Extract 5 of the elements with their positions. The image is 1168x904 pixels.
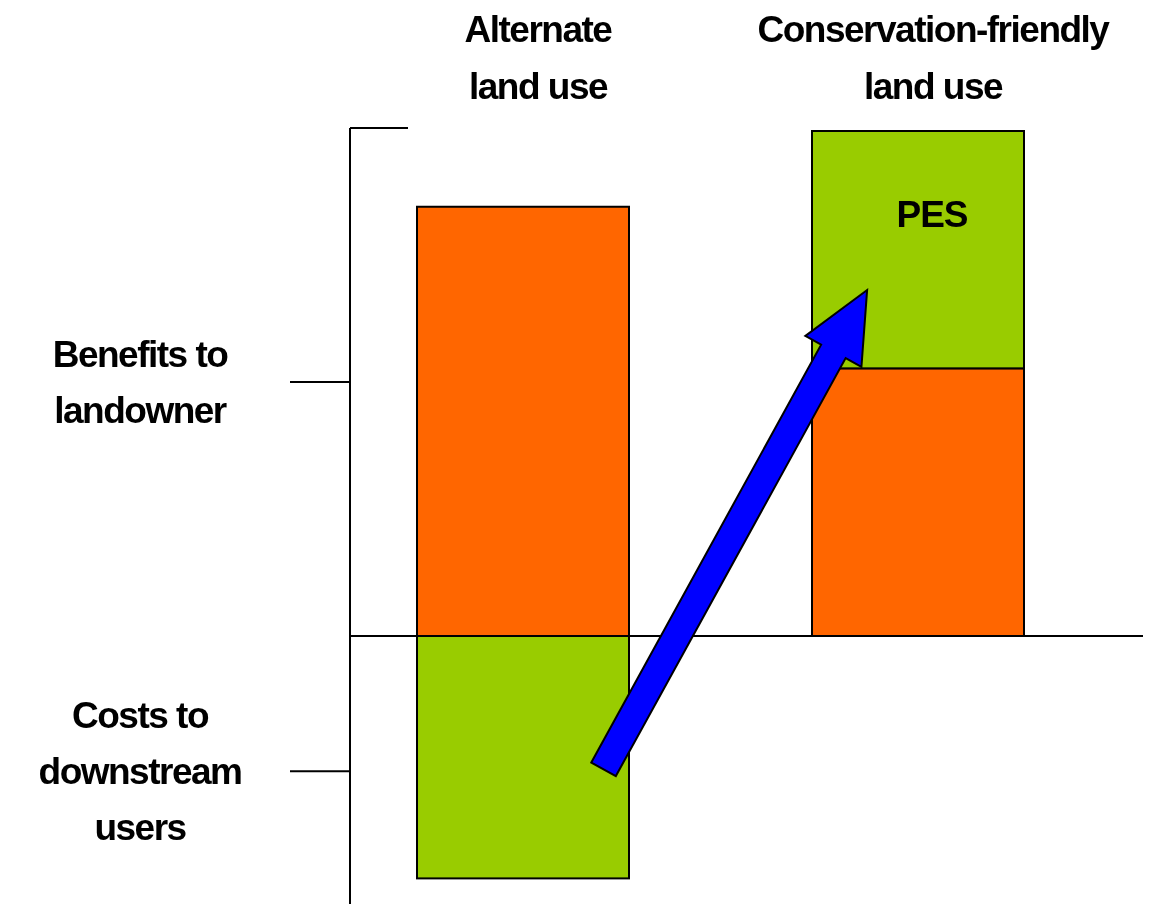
x-tick-label: Conservation-friendly land use — [757, 9, 1111, 107]
x-tick-label: Alternate land use — [464, 9, 613, 107]
text: Costs to downstream users — [38, 695, 242, 849]
text: Benefits to landowner — [52, 334, 229, 431]
annotation: PES — [896, 194, 968, 236]
